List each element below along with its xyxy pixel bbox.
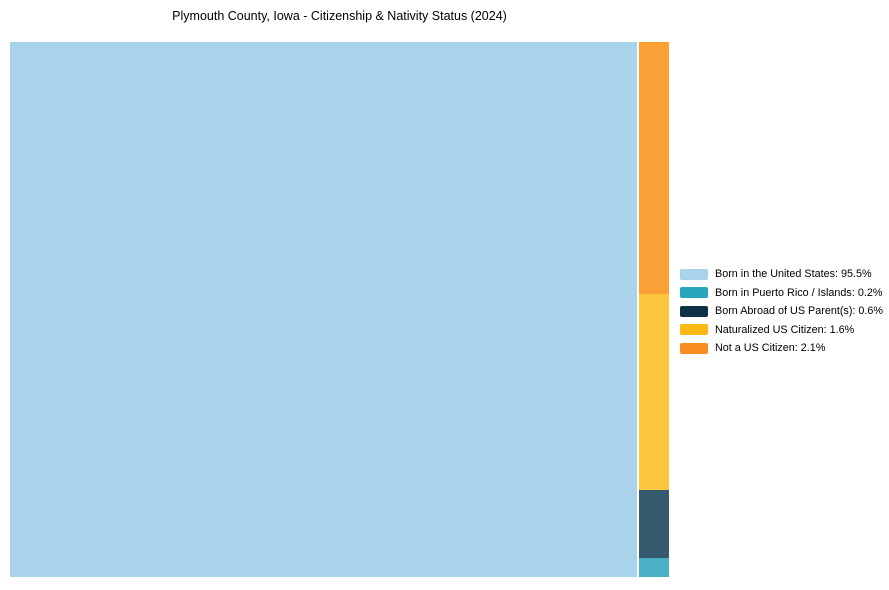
legend-item-born-in-us: Born in the United States: 95.5% [680, 265, 883, 284]
treemap-cell-born-in-us [10, 42, 637, 577]
treemap [10, 42, 669, 577]
legend-label-not-us-citizen: Not a US Citizen: 2.1% [715, 342, 826, 355]
legend-item-born-puerto-rico: Born in Puerto Rico / Islands: 0.2% [680, 284, 883, 303]
legend-item-born-abroad-us-parents: Born Abroad of US Parent(s): 0.6% [680, 302, 883, 321]
legend-label-born-abroad-us-parents: Born Abroad of US Parent(s): 0.6% [715, 305, 884, 318]
chart-title: Plymouth County, Iowa - Citizenship & Na… [172, 9, 507, 23]
legend-label-born-in-us: Born in the United States: 95.5% [715, 268, 872, 281]
legend-swatch-born-abroad-us-parents [680, 305, 708, 317]
legend-swatch-born-in-us [680, 268, 708, 280]
legend-label-naturalized-citizen: Naturalized US Citizen: 1.6% [715, 323, 855, 336]
treemap-cell-not-us-citizen [639, 42, 669, 294]
treemap-cell-born-abroad-us-parents [639, 490, 669, 558]
treemap-cell-born-puerto-rico [639, 558, 669, 577]
legend-item-naturalized-citizen: Naturalized US Citizen: 1.6% [680, 321, 883, 340]
legend-swatch-naturalized-citizen [680, 324, 708, 336]
treemap-cell-naturalized-citizen [639, 294, 669, 490]
legend-item-not-us-citizen: Not a US Citizen: 2.1% [680, 339, 883, 358]
legend: Born in the United States: 95.5% Born in… [680, 265, 883, 358]
legend-swatch-born-puerto-rico [680, 287, 708, 299]
legend-label-born-puerto-rico: Born in Puerto Rico / Islands: 0.2% [715, 286, 883, 299]
legend-swatch-not-us-citizen [680, 342, 708, 354]
